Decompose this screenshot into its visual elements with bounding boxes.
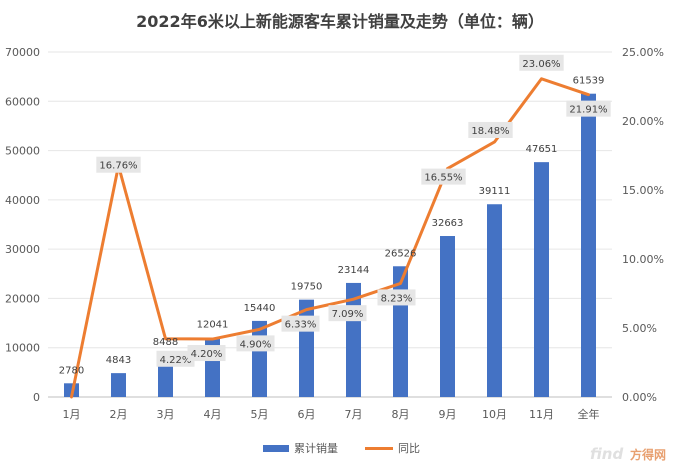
- bar-value-labels: 2780 4843 8488 12041 15440 19750 23144 26526 326…: [59, 76, 605, 377]
- watermark: find 方得网: [590, 445, 666, 463]
- legend: 累计销量 同比: [263, 441, 420, 455]
- line-value-label: 16.76%: [96, 156, 141, 173]
- right-axis-ticks: 0.00% 5.00% 10.00% 15.00% 20.00% 25.00%: [622, 46, 664, 404]
- x-tick-label: 全年: [578, 407, 600, 421]
- y-left-tick: 70000: [5, 46, 40, 59]
- x-tick-label: 3月: [157, 408, 175, 421]
- bar: [440, 236, 455, 397]
- bar: [534, 162, 549, 397]
- line-label-box: [156, 350, 195, 367]
- bar-value-label: 12041: [197, 320, 229, 331]
- line-label-box: [566, 100, 611, 117]
- x-tick-label: 6月: [298, 408, 316, 421]
- line-value-label: 7.09%: [328, 305, 367, 322]
- bar-value-label: 61539: [573, 76, 605, 87]
- legend-label-line: 同比: [398, 442, 420, 455]
- line-label-box: [421, 168, 466, 185]
- bar: [299, 299, 314, 397]
- y-right-tick: 25.00%: [622, 46, 664, 59]
- y-left-tick: 10000: [5, 342, 40, 355]
- bar: [111, 373, 126, 397]
- bar: [252, 320, 267, 397]
- bar-value-label: 39111: [479, 186, 511, 197]
- line-label-text: 21.91%: [569, 105, 607, 116]
- line-value-label: 16.55%: [421, 168, 466, 185]
- legend-label-bar: 累计销量: [294, 441, 338, 455]
- line-value-label: 4.20%: [187, 345, 226, 362]
- bar-series: [64, 93, 596, 397]
- y-right-tick: 0.00%: [622, 391, 657, 404]
- bar-value-label: 15440: [244, 303, 276, 314]
- line-label-text: 23.06%: [522, 59, 560, 70]
- y-left-tick: 30000: [5, 243, 40, 256]
- x-tick-label: 11月: [529, 408, 554, 421]
- line-label-text: 8.23%: [381, 293, 413, 304]
- line-label-box: [96, 156, 141, 173]
- line-value-label: 18.48%: [468, 121, 513, 138]
- line-value-label: 21.91%: [566, 100, 611, 117]
- line-label-box: [281, 315, 320, 332]
- line-label-text: 7.09%: [332, 309, 364, 320]
- line-value-label: 6.33%: [281, 315, 320, 332]
- x-tick-label: 7月: [345, 408, 363, 421]
- x-tick-label: 1月: [63, 408, 81, 421]
- bar-value-label: 19750: [291, 282, 323, 293]
- bar-value-label: 32663: [432, 218, 464, 229]
- line-label-box: [328, 305, 367, 322]
- bar-value-label: 23144: [338, 265, 370, 276]
- bar: [581, 93, 596, 397]
- x-tick-label: 2月: [110, 408, 128, 421]
- x-tick-label: 10月: [482, 408, 507, 421]
- line-label-text: 16.55%: [424, 173, 462, 184]
- y-left-tick: 40000: [5, 194, 40, 207]
- y-right-tick: 15.00%: [622, 184, 664, 197]
- y-right-tick: 10.00%: [622, 253, 664, 266]
- line-label-text: 16.76%: [99, 161, 137, 172]
- line-value-label: 4.90%: [236, 335, 275, 352]
- line-label-text: 4.20%: [191, 349, 223, 360]
- line-label-box: [187, 345, 226, 362]
- line-value-label: 4.22%: [156, 350, 195, 367]
- bar-value-label: 47651: [526, 144, 558, 155]
- line-label-text: 4.22%: [160, 355, 192, 366]
- y-left-tick: 20000: [5, 292, 40, 305]
- bar-value-label: 26526: [385, 248, 417, 259]
- y-left-tick: 0: [33, 391, 40, 404]
- line-value-labels: 16.76% 4.22%4.20% 4.90% 6.33% 7.09% 8.23% 16.5…: [96, 54, 611, 367]
- x-tick-label: 8月: [392, 408, 410, 421]
- bar-value-label: 4843: [106, 355, 131, 366]
- line-value-label: 8.23%: [377, 289, 416, 306]
- line-label-text: 18.48%: [471, 126, 509, 137]
- line-value-label: 23.06%: [519, 54, 564, 71]
- line-label-box: [377, 289, 416, 306]
- line-label-text: 4.90%: [240, 339, 272, 350]
- left-axis-ticks: 0 10000 20000 30000 40000 50000 60000 70000: [5, 46, 40, 404]
- gridlines: [48, 51, 612, 398]
- line-label-box: [468, 121, 513, 138]
- x-tick-label: 4月: [204, 408, 222, 421]
- watermark-brand: find: [590, 445, 623, 463]
- x-axis-labels: 1月 2月 3月 4月 5月 6月 7月 8月 9月 10月 11月 全年: [63, 407, 600, 421]
- y-right-tick: 20.00%: [622, 115, 664, 128]
- bar: [487, 204, 502, 397]
- line-label-text: 6.33%: [285, 320, 317, 331]
- bar-value-label: 8488: [153, 337, 178, 348]
- bar-value-label: 2780: [59, 365, 84, 376]
- line-label-box: [236, 335, 275, 352]
- y-left-tick: 60000: [5, 95, 40, 108]
- y-right-tick: 5.00%: [622, 322, 657, 335]
- legend-swatch-bar: [263, 445, 289, 452]
- x-tick-label: 5月: [251, 408, 269, 421]
- y-left-tick: 50000: [5, 145, 40, 158]
- x-tick-label: 9月: [439, 408, 457, 421]
- watermark-text: 方得网: [630, 447, 666, 462]
- line-label-box: [519, 54, 564, 71]
- chart-title: 2022年6米以上新能源客车累计销量及走势（单位：辆）: [136, 12, 544, 31]
